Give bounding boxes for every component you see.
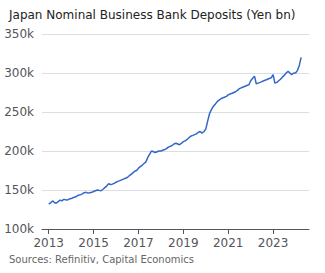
svg-text:300k: 300k — [4, 66, 34, 80]
svg-text:150k: 150k — [4, 183, 34, 197]
svg-text:2019: 2019 — [168, 236, 199, 250]
svg-text:2013: 2013 — [33, 236, 64, 250]
svg-text:2021: 2021 — [213, 236, 244, 250]
svg-text:100k: 100k — [4, 222, 34, 236]
svg-text:2023: 2023 — [258, 236, 289, 250]
svg-text:350k: 350k — [4, 27, 34, 41]
svg-text:2017: 2017 — [123, 236, 154, 250]
svg-text:Sources: Refinitiv, Capital Ec: Sources: Refinitiv, Capital Economics — [9, 254, 194, 265]
svg-text:200k: 200k — [4, 144, 34, 158]
svg-text:2015: 2015 — [78, 236, 109, 250]
svg-text:Japan Nominal Business Bank De: Japan Nominal Business Bank Deposits (Ye… — [8, 8, 295, 22]
svg-text:250k: 250k — [4, 105, 34, 119]
